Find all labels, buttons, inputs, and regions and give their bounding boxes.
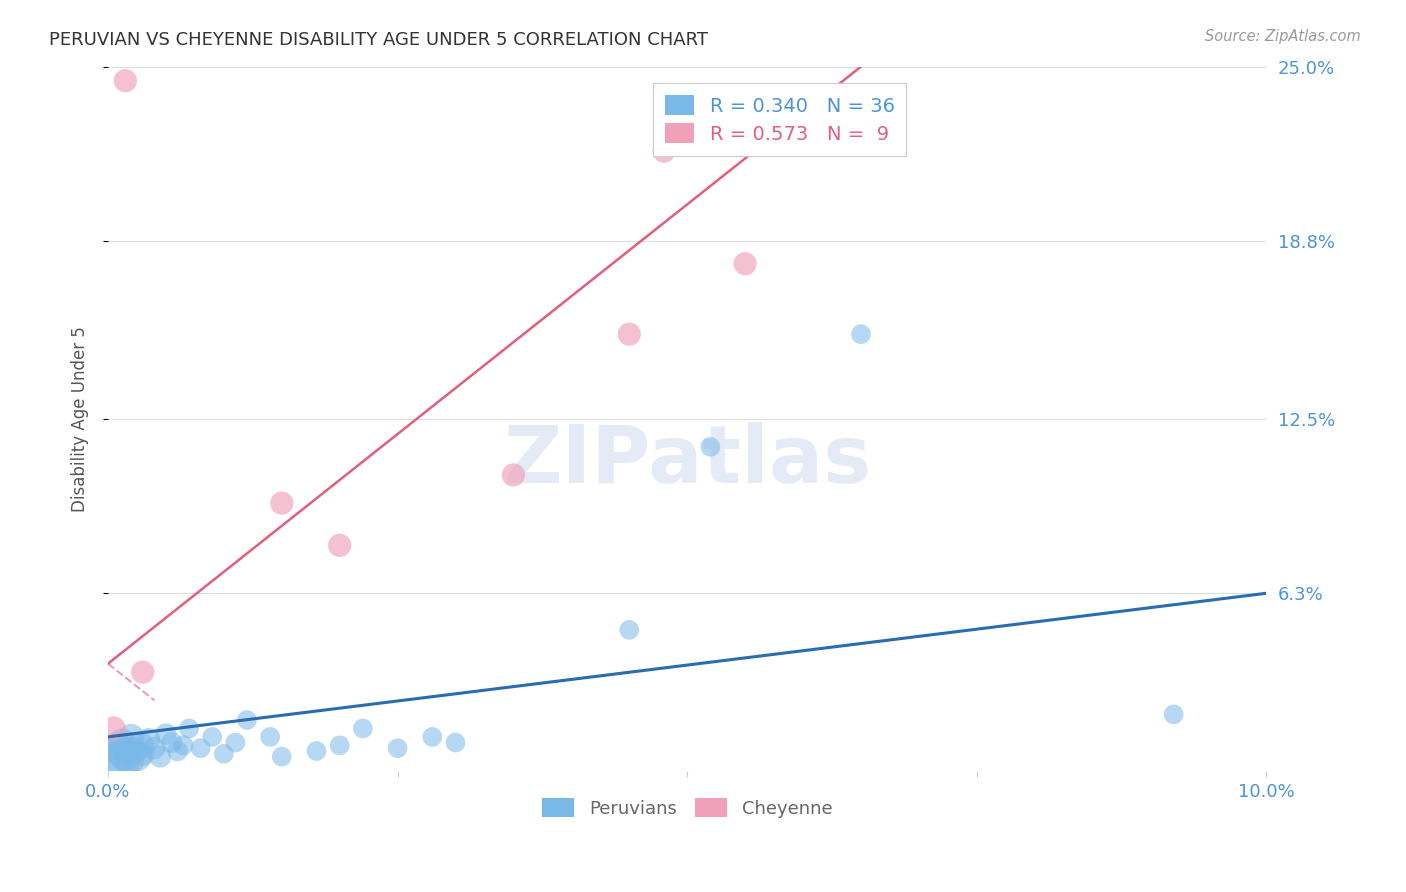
- Point: [105, 741, 128, 756]
- Point: [160, 735, 183, 749]
- Point: [259, 730, 281, 744]
- Point: [201, 730, 224, 744]
- Point: [103, 722, 125, 736]
- Point: [329, 739, 352, 753]
- Point: [155, 727, 177, 741]
- Point: [114, 747, 136, 761]
- Point: [118, 752, 141, 766]
- Point: [652, 144, 675, 158]
- Point: [387, 741, 409, 756]
- Point: [129, 739, 152, 753]
- Point: [132, 747, 155, 761]
- Point: [177, 722, 200, 736]
- Point: [166, 744, 188, 758]
- Point: [444, 735, 467, 749]
- Point: [132, 665, 155, 679]
- Point: [111, 735, 134, 749]
- Point: [122, 744, 145, 758]
- Point: [619, 327, 641, 342]
- Point: [149, 749, 172, 764]
- Point: [270, 749, 292, 764]
- Point: [190, 741, 212, 756]
- Point: [114, 73, 136, 87]
- Y-axis label: Disability Age Under 5: Disability Age Under 5: [72, 326, 89, 512]
- Point: [212, 747, 235, 761]
- Point: [734, 257, 756, 271]
- Point: [619, 623, 641, 637]
- Point: [120, 730, 142, 744]
- Point: [1163, 707, 1185, 722]
- Point: [420, 730, 443, 744]
- Point: [138, 732, 160, 747]
- Point: [224, 735, 246, 749]
- Text: PERUVIAN VS CHEYENNE DISABILITY AGE UNDER 5 CORRELATION CHART: PERUVIAN VS CHEYENNE DISABILITY AGE UNDE…: [49, 31, 709, 49]
- Point: [172, 739, 194, 753]
- Point: [143, 741, 166, 756]
- Legend: Peruvians, Cheyenne: Peruvians, Cheyenne: [534, 791, 839, 825]
- Point: [236, 713, 259, 727]
- Point: [699, 440, 721, 454]
- Point: [125, 749, 148, 764]
- Point: [103, 749, 125, 764]
- Point: [502, 467, 524, 482]
- Point: [849, 327, 872, 342]
- Point: [270, 496, 292, 510]
- Point: [329, 538, 352, 552]
- Text: ZIPatlas: ZIPatlas: [503, 422, 872, 500]
- Text: Source: ZipAtlas.com: Source: ZipAtlas.com: [1205, 29, 1361, 44]
- Point: [108, 756, 131, 770]
- Point: [352, 722, 374, 736]
- Point: [305, 744, 328, 758]
